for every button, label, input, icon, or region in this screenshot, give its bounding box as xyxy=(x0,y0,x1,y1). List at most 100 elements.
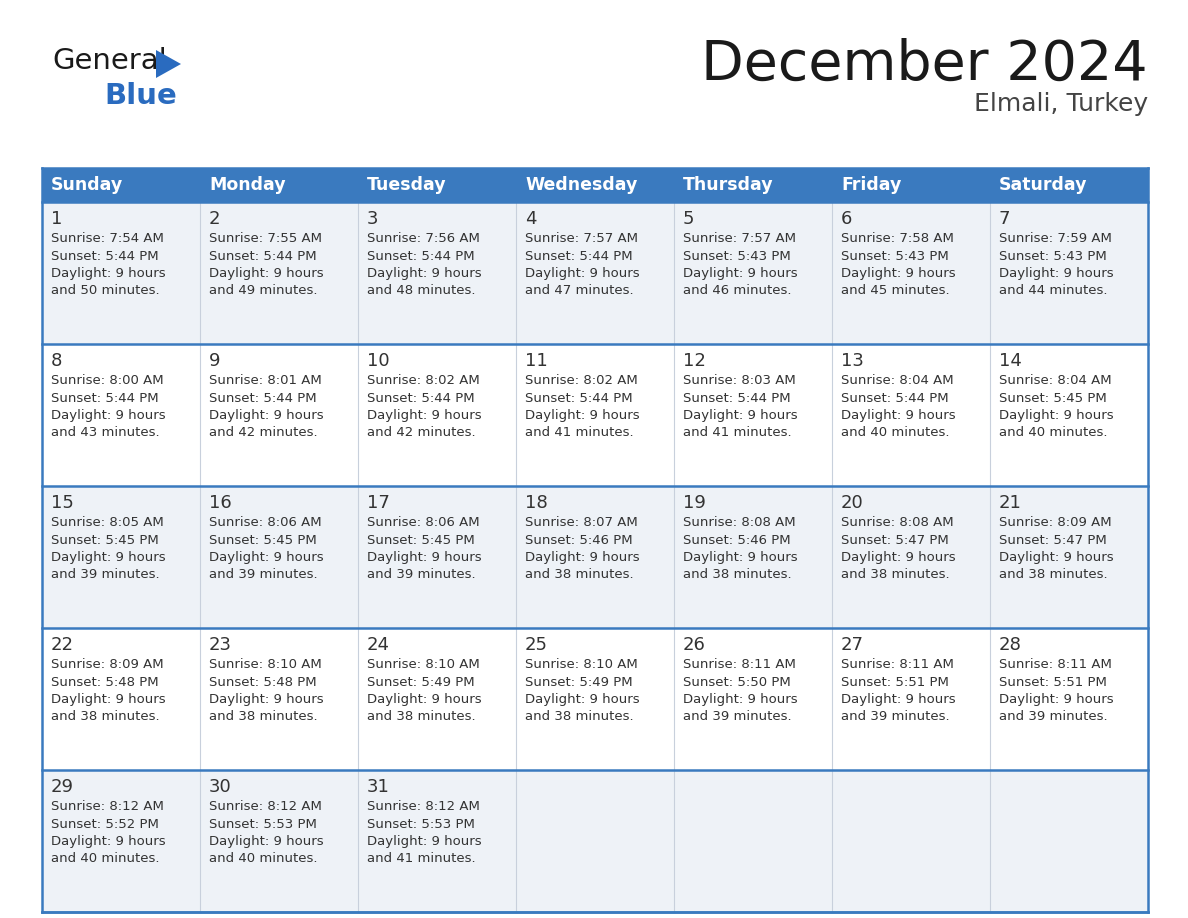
Text: Sunrise: 8:02 AM: Sunrise: 8:02 AM xyxy=(367,374,480,387)
Text: 18: 18 xyxy=(525,494,548,512)
Text: Sunrise: 8:06 AM: Sunrise: 8:06 AM xyxy=(367,516,480,529)
Text: 21: 21 xyxy=(999,494,1022,512)
Text: Daylight: 9 hours: Daylight: 9 hours xyxy=(999,267,1113,280)
Text: and 38 minutes.: and 38 minutes. xyxy=(367,711,475,723)
Text: and 50 minutes.: and 50 minutes. xyxy=(51,285,159,297)
Text: Daylight: 9 hours: Daylight: 9 hours xyxy=(683,409,797,422)
Text: Sunrise: 8:11 AM: Sunrise: 8:11 AM xyxy=(999,658,1112,671)
Text: Sunrise: 7:57 AM: Sunrise: 7:57 AM xyxy=(683,232,796,245)
Text: Daylight: 9 hours: Daylight: 9 hours xyxy=(683,551,797,564)
Text: and 47 minutes.: and 47 minutes. xyxy=(525,285,633,297)
Bar xyxy=(200,168,358,202)
Text: and 48 minutes.: and 48 minutes. xyxy=(367,285,475,297)
Text: Daylight: 9 hours: Daylight: 9 hours xyxy=(209,835,323,848)
Text: 28: 28 xyxy=(999,636,1022,654)
Text: 26: 26 xyxy=(683,636,706,654)
Text: and 42 minutes.: and 42 minutes. xyxy=(367,427,475,440)
Text: 20: 20 xyxy=(841,494,864,512)
Text: Sunset: 5:43 PM: Sunset: 5:43 PM xyxy=(683,250,791,263)
Text: 4: 4 xyxy=(525,210,537,228)
Text: Sunday: Sunday xyxy=(51,176,124,194)
Text: Sunset: 5:53 PM: Sunset: 5:53 PM xyxy=(209,818,317,831)
Text: Daylight: 9 hours: Daylight: 9 hours xyxy=(209,693,323,706)
Text: 1: 1 xyxy=(51,210,63,228)
Text: 15: 15 xyxy=(51,494,74,512)
Text: Daylight: 9 hours: Daylight: 9 hours xyxy=(367,551,481,564)
Text: Daylight: 9 hours: Daylight: 9 hours xyxy=(683,267,797,280)
Text: and 46 minutes.: and 46 minutes. xyxy=(683,285,791,297)
Text: Thursday: Thursday xyxy=(683,176,773,194)
Text: 29: 29 xyxy=(51,778,74,796)
Text: Sunset: 5:50 PM: Sunset: 5:50 PM xyxy=(683,676,791,688)
Text: Sunset: 5:44 PM: Sunset: 5:44 PM xyxy=(841,391,949,405)
Text: Daylight: 9 hours: Daylight: 9 hours xyxy=(841,409,955,422)
Text: Daylight: 9 hours: Daylight: 9 hours xyxy=(209,267,323,280)
Text: Sunrise: 8:10 AM: Sunrise: 8:10 AM xyxy=(525,658,638,671)
Text: and 38 minutes.: and 38 minutes. xyxy=(51,711,159,723)
Text: 9: 9 xyxy=(209,352,221,370)
Text: 5: 5 xyxy=(683,210,695,228)
Text: Daylight: 9 hours: Daylight: 9 hours xyxy=(525,267,639,280)
Text: Sunrise: 8:06 AM: Sunrise: 8:06 AM xyxy=(209,516,322,529)
Text: and 44 minutes.: and 44 minutes. xyxy=(999,285,1107,297)
Text: Sunset: 5:47 PM: Sunset: 5:47 PM xyxy=(841,533,949,546)
Text: Sunrise: 8:11 AM: Sunrise: 8:11 AM xyxy=(683,658,796,671)
Text: Sunset: 5:45 PM: Sunset: 5:45 PM xyxy=(999,391,1107,405)
Text: 22: 22 xyxy=(51,636,74,654)
Text: Daylight: 9 hours: Daylight: 9 hours xyxy=(367,267,481,280)
Text: Sunrise: 8:02 AM: Sunrise: 8:02 AM xyxy=(525,374,638,387)
Text: and 40 minutes.: and 40 minutes. xyxy=(209,853,317,866)
Text: Sunrise: 7:57 AM: Sunrise: 7:57 AM xyxy=(525,232,638,245)
Text: Sunset: 5:45 PM: Sunset: 5:45 PM xyxy=(51,533,159,546)
Text: Sunset: 5:43 PM: Sunset: 5:43 PM xyxy=(999,250,1107,263)
Text: Sunset: 5:46 PM: Sunset: 5:46 PM xyxy=(525,533,633,546)
Text: and 39 minutes.: and 39 minutes. xyxy=(683,711,791,723)
Text: Daylight: 9 hours: Daylight: 9 hours xyxy=(525,551,639,564)
Bar xyxy=(42,344,1148,486)
Text: Sunset: 5:44 PM: Sunset: 5:44 PM xyxy=(209,391,317,405)
Text: December 2024: December 2024 xyxy=(701,38,1148,92)
Text: Sunrise: 8:03 AM: Sunrise: 8:03 AM xyxy=(683,374,796,387)
Text: Sunset: 5:44 PM: Sunset: 5:44 PM xyxy=(367,250,475,263)
Text: Daylight: 9 hours: Daylight: 9 hours xyxy=(999,409,1113,422)
Text: 13: 13 xyxy=(841,352,864,370)
Text: 6: 6 xyxy=(841,210,852,228)
Text: 30: 30 xyxy=(209,778,232,796)
Text: Sunrise: 7:56 AM: Sunrise: 7:56 AM xyxy=(367,232,480,245)
Bar xyxy=(674,168,832,202)
Text: Sunrise: 8:10 AM: Sunrise: 8:10 AM xyxy=(367,658,480,671)
Text: and 38 minutes.: and 38 minutes. xyxy=(999,568,1107,581)
Text: Daylight: 9 hours: Daylight: 9 hours xyxy=(841,551,955,564)
Text: and 39 minutes.: and 39 minutes. xyxy=(51,568,159,581)
Text: Saturday: Saturday xyxy=(999,176,1087,194)
Text: Sunset: 5:44 PM: Sunset: 5:44 PM xyxy=(525,391,633,405)
Text: Sunset: 5:48 PM: Sunset: 5:48 PM xyxy=(209,676,317,688)
Text: Daylight: 9 hours: Daylight: 9 hours xyxy=(209,409,323,422)
Text: Sunset: 5:45 PM: Sunset: 5:45 PM xyxy=(209,533,317,546)
Text: Sunset: 5:46 PM: Sunset: 5:46 PM xyxy=(683,533,791,546)
Text: and 41 minutes.: and 41 minutes. xyxy=(367,853,475,866)
Text: and 39 minutes.: and 39 minutes. xyxy=(841,711,949,723)
Text: and 43 minutes.: and 43 minutes. xyxy=(51,427,159,440)
Text: Sunset: 5:52 PM: Sunset: 5:52 PM xyxy=(51,818,159,831)
Text: Tuesday: Tuesday xyxy=(367,176,447,194)
Text: 7: 7 xyxy=(999,210,1011,228)
Text: Sunset: 5:44 PM: Sunset: 5:44 PM xyxy=(51,391,159,405)
Text: Sunrise: 8:05 AM: Sunrise: 8:05 AM xyxy=(51,516,164,529)
Text: Sunset: 5:43 PM: Sunset: 5:43 PM xyxy=(841,250,949,263)
Text: Wednesday: Wednesday xyxy=(525,176,638,194)
Text: Sunset: 5:51 PM: Sunset: 5:51 PM xyxy=(999,676,1107,688)
Text: Elmali, Turkey: Elmali, Turkey xyxy=(974,92,1148,116)
Text: Sunrise: 8:11 AM: Sunrise: 8:11 AM xyxy=(841,658,954,671)
Text: Blue: Blue xyxy=(105,82,177,110)
Text: Daylight: 9 hours: Daylight: 9 hours xyxy=(367,409,481,422)
Text: Daylight: 9 hours: Daylight: 9 hours xyxy=(51,551,165,564)
Text: and 41 minutes.: and 41 minutes. xyxy=(525,427,633,440)
Text: Sunset: 5:44 PM: Sunset: 5:44 PM xyxy=(683,391,791,405)
Text: Sunset: 5:49 PM: Sunset: 5:49 PM xyxy=(525,676,633,688)
Text: and 49 minutes.: and 49 minutes. xyxy=(209,285,317,297)
Text: Daylight: 9 hours: Daylight: 9 hours xyxy=(51,835,165,848)
Bar xyxy=(42,486,1148,628)
Text: 3: 3 xyxy=(367,210,379,228)
Text: and 40 minutes.: and 40 minutes. xyxy=(51,853,159,866)
